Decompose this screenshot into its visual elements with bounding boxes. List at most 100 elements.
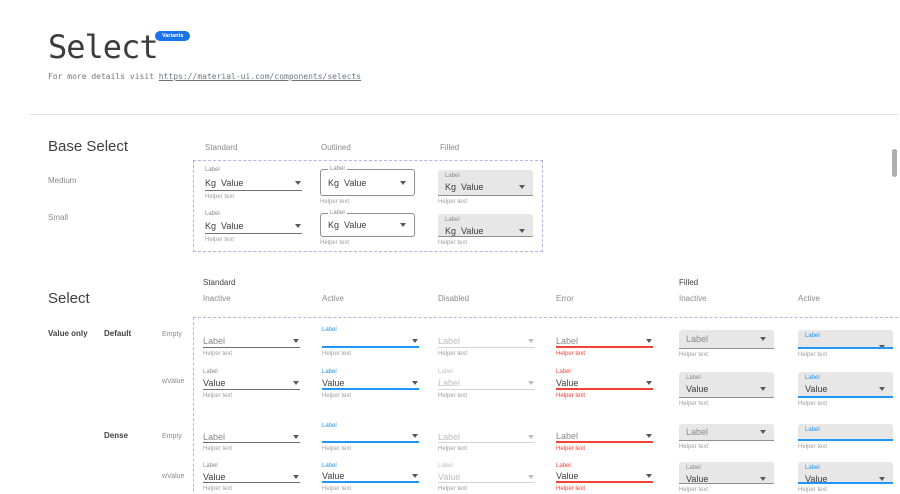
- col-header-standard: Standard: [205, 143, 238, 152]
- base-select-heading: Base Select: [48, 138, 129, 155]
- floating-label: Label: [445, 173, 460, 179]
- select-input[interactable]: Label: [438, 431, 535, 443]
- dropdown-arrow-icon: [528, 339, 534, 343]
- select-input[interactable]: Label: [679, 330, 774, 349]
- select-cell-dense-wvalue-standard-inactive: Label Value Helper text: [203, 462, 300, 492]
- select-input[interactable]: Label Kg Value: [320, 210, 415, 237]
- select-cell-dense-empty-standard-inactive: Label Helper text: [203, 422, 300, 452]
- floating-label: [556, 422, 653, 431]
- select-input[interactable]: Label: [679, 424, 774, 441]
- select-heading: Select: [48, 290, 90, 307]
- select-input[interactable]: Label Value: [798, 372, 893, 398]
- select-input[interactable]: Label Value: [679, 372, 774, 398]
- group-header-filled: Filled: [679, 278, 699, 287]
- floating-label: Label: [322, 423, 337, 429]
- select-input[interactable]: Label Kg Value: [320, 166, 415, 196]
- select-value: Label: [556, 335, 579, 346]
- select-input[interactable]: Value: [438, 471, 535, 483]
- select-cell-default-wvalue-standard-inactive: Label Value Helper text: [203, 368, 300, 399]
- floating-label: Label: [686, 465, 701, 471]
- select-input[interactable]: Value: [322, 471, 419, 483]
- select-input[interactable]: Label: [438, 377, 535, 390]
- state-header-std-error: Error: [556, 294, 574, 303]
- dropdown-arrow-icon: [400, 223, 406, 227]
- dropdown-arrow-icon: [528, 474, 534, 479]
- dropdown-arrow-icon: [293, 339, 299, 343]
- base-select-frame: [193, 160, 543, 252]
- select-input[interactable]: [805, 434, 886, 439]
- select-cell-default-empty-standard-error: Label Helper text: [556, 326, 653, 357]
- select-cell-dense-wvalue-standard-error: Label Value Helper text: [556, 462, 653, 492]
- scrollbar-thumb[interactable]: [892, 149, 897, 177]
- select-input[interactable]: Label: [686, 426, 767, 439]
- select-value: Label: [686, 427, 709, 437]
- select-input[interactable]: [322, 335, 419, 348]
- helper-text: Helper text: [798, 444, 828, 450]
- select-cell-default-empty-standard-disabled: Label Helper text: [438, 326, 535, 357]
- select-input[interactable]: Kg Value: [205, 219, 302, 234]
- helper-text: Helper text: [203, 486, 233, 492]
- dropdown-arrow-icon: [760, 337, 766, 341]
- floating-label: Label: [805, 465, 820, 471]
- select-input[interactable]: Value: [556, 377, 653, 390]
- select-value: Value: [686, 473, 709, 484]
- select-input[interactable]: Label: [686, 333, 767, 346]
- helper-text: Helper text: [322, 351, 352, 357]
- select-input[interactable]: Value: [203, 471, 300, 483]
- page-title: Select: [48, 28, 159, 66]
- helper-text: Helper text: [679, 401, 709, 407]
- select-value: Value: [556, 471, 579, 481]
- dropdown-arrow-icon: [295, 224, 301, 228]
- select-input[interactable]: Label Kg Value: [438, 170, 533, 196]
- select-cell-default-empty-standard-inactive: Label Helper text: [203, 326, 300, 357]
- select-input[interactable]: Label: [203, 431, 300, 443]
- floating-label: Label: [203, 369, 218, 375]
- select-input[interactable]: Label: [556, 335, 653, 348]
- select-input[interactable]: [322, 431, 419, 443]
- select-input[interactable]: Value: [203, 377, 300, 390]
- base-outlined-small-select: Label Kg Value Helper text: [320, 210, 415, 246]
- dropdown-arrow-icon: [646, 434, 652, 438]
- dropdown-arrow-icon: [879, 344, 885, 347]
- select-input[interactable]: Label: [556, 431, 653, 443]
- select-input[interactable]: Label: [798, 330, 893, 349]
- select-input[interactable]: Value: [322, 377, 419, 390]
- details-link[interactable]: https://material-ui.com/components/selec…: [158, 72, 362, 81]
- select-input[interactable]: Value: [686, 382, 767, 395]
- select-input[interactable]: Value: [805, 472, 886, 482]
- select-value-row: Kg Value: [445, 180, 526, 193]
- row-label-wvalue-1: wValue: [162, 378, 185, 385]
- row-group-default: Default: [104, 329, 132, 338]
- state-header-filled-inactive: Inactive: [679, 294, 707, 303]
- select-value: Kg Value: [205, 177, 244, 188]
- variants-badge: Variants: [155, 31, 191, 41]
- helper-text: Helper text: [679, 444, 709, 450]
- helper-text: Helper text: [322, 486, 352, 492]
- select-input[interactable]: Kg Value: [205, 175, 302, 191]
- helper-text: Helper text: [205, 237, 235, 243]
- select-value: Value: [203, 471, 226, 482]
- select-cell-dense-empty-filled-active: Label Helper text: [798, 422, 893, 450]
- select-input[interactable]: Label Value: [798, 462, 893, 484]
- dropdown-arrow-icon: [879, 476, 885, 481]
- select-input[interactable]: [805, 340, 886, 347]
- dropdown-arrow-icon: [412, 338, 418, 343]
- row-label-wvalue-2: wValue: [162, 473, 185, 480]
- select-input[interactable]: Label Kg Value: [438, 214, 533, 237]
- select-input[interactable]: Label: [798, 424, 893, 441]
- select-input[interactable]: Value: [805, 382, 886, 395]
- select-input[interactable]: Label: [203, 335, 300, 348]
- select-value: Label: [686, 334, 709, 344]
- floating-label: Label: [438, 369, 453, 375]
- base-outlined-medium-select: Label Kg Value Helper text: [320, 166, 415, 205]
- select-cell-default-wvalue-filled-active: Label Value Helper text: [798, 368, 893, 407]
- select-cell-default-wvalue-standard-disabled: Label Label Helper text: [438, 368, 535, 399]
- select-value: Label: [203, 431, 226, 442]
- group-header-standard: Standard: [203, 278, 236, 287]
- select-input[interactable]: Label: [438, 335, 535, 348]
- select-input[interactable]: Value: [686, 472, 767, 484]
- select-input[interactable]: Value: [556, 471, 653, 483]
- floating-label: [438, 422, 535, 431]
- select-input[interactable]: Label Value: [679, 462, 774, 484]
